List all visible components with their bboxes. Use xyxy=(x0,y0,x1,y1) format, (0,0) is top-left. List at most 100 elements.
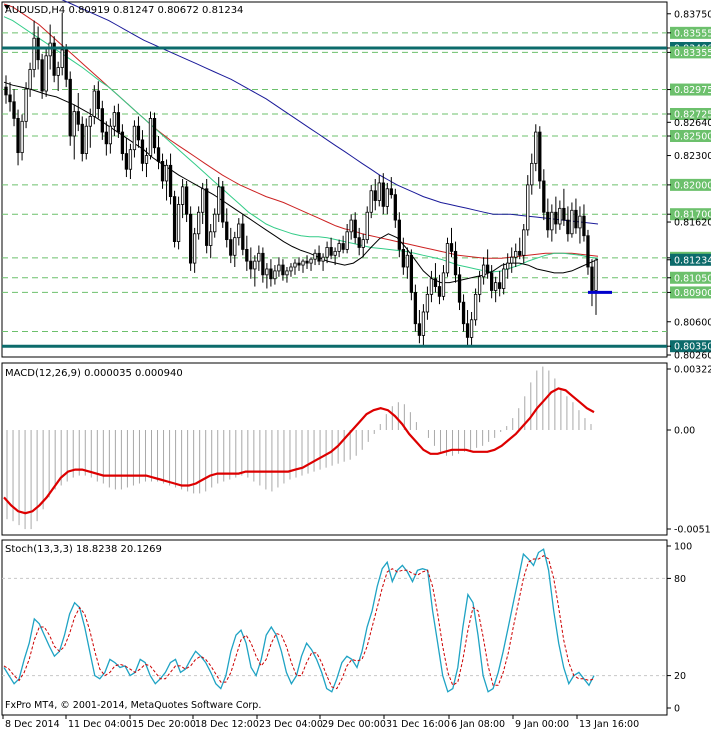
candle-body xyxy=(160,161,165,182)
candle-body xyxy=(317,252,321,262)
candle xyxy=(441,265,446,301)
candle xyxy=(152,112,157,154)
candle-body xyxy=(530,162,534,186)
ma-blue-line xyxy=(61,0,599,225)
candle-body xyxy=(590,266,594,291)
price-axis[interactable]: 0.837500.835550.834000.833550.829750.827… xyxy=(667,9,711,362)
macd-tick-label: -0.005146 xyxy=(674,525,711,536)
candle xyxy=(389,177,393,199)
candle xyxy=(538,126,542,189)
candle-body xyxy=(221,186,225,223)
candle-body xyxy=(20,120,24,154)
candle xyxy=(321,253,325,271)
candle xyxy=(570,202,574,238)
candle-body xyxy=(506,262,510,270)
time-tick-label: 8 Dec 2014 xyxy=(5,719,60,730)
price-level-box xyxy=(670,129,711,142)
candle xyxy=(289,263,293,277)
candle-body xyxy=(469,319,474,338)
candle-body xyxy=(369,190,373,213)
candle-body xyxy=(261,252,265,276)
candle-body xyxy=(514,250,518,258)
candle xyxy=(213,208,217,238)
candle xyxy=(8,82,12,112)
candle xyxy=(313,249,317,266)
candle xyxy=(365,206,369,244)
candle-body xyxy=(16,117,20,154)
candle xyxy=(92,85,96,125)
candle-body xyxy=(120,131,125,154)
candle xyxy=(120,124,125,161)
candle-body xyxy=(518,250,522,256)
price-highlight-box xyxy=(670,253,711,266)
candlesticks xyxy=(4,12,598,348)
candle xyxy=(20,114,24,161)
candle-body xyxy=(522,229,526,256)
candle xyxy=(160,153,165,189)
candle-body xyxy=(172,196,177,242)
stochastic-lines xyxy=(2,548,667,693)
candle xyxy=(197,206,201,240)
candle xyxy=(498,270,502,297)
candle-body xyxy=(449,243,454,252)
macd-panel[interactable]: MACD(12,26,9) 0.000035 0.000940 xyxy=(1,362,668,536)
horizontal-levels[interactable] xyxy=(2,46,667,348)
candle xyxy=(265,263,269,289)
time-tick-label: 13 Jan 16:00 xyxy=(579,719,639,730)
candle-body xyxy=(365,211,369,241)
time-axis[interactable]: 8 Dec 2014 11 Dec 04:00 15 Dec 20:00 18 Dec… xyxy=(2,715,639,730)
candle xyxy=(481,257,486,285)
candle-body xyxy=(301,260,305,266)
candle xyxy=(128,143,133,180)
candle xyxy=(405,247,410,279)
candle xyxy=(530,153,534,195)
candle-body xyxy=(72,111,76,137)
time-tick-label: 31 Dec 16:00 xyxy=(386,719,450,730)
candle xyxy=(285,267,289,283)
candle xyxy=(586,229,590,275)
candle xyxy=(297,257,301,271)
stoch-main-line xyxy=(3,548,595,693)
candle xyxy=(449,227,454,258)
price-tick-label: 0.80350 xyxy=(674,342,711,353)
candle xyxy=(550,204,554,242)
candle-body xyxy=(152,117,157,149)
price-tick-label: 0.83555 xyxy=(674,28,711,39)
candle xyxy=(64,44,68,88)
candle-body xyxy=(586,235,590,268)
candle-body xyxy=(582,215,586,237)
macd-axis: 0.003228 0.00 -0.005146 xyxy=(667,365,711,536)
stoch-tick-label: 0 xyxy=(674,704,680,715)
candle-body xyxy=(8,94,12,103)
candle xyxy=(485,249,490,279)
candle-body xyxy=(353,219,357,239)
candle xyxy=(140,130,145,172)
candle-body xyxy=(144,155,149,164)
stochastic-panel[interactable]: Stoch(13,3,3) 18.8238 20.1269 FxPro MT4,… xyxy=(1,539,668,716)
time-tick-label: 11 Dec 04:00 xyxy=(68,719,132,730)
candle-body xyxy=(313,252,317,260)
candle xyxy=(24,82,28,129)
candle xyxy=(144,147,149,178)
candle-body xyxy=(534,131,538,164)
stoch-signal-line xyxy=(3,555,595,690)
candle xyxy=(112,105,117,136)
candle xyxy=(52,36,56,83)
candle xyxy=(325,241,329,264)
candle xyxy=(108,118,113,154)
candle-body xyxy=(578,215,582,229)
candle-body xyxy=(201,188,205,213)
collapse-arrow-icon[interactable] xyxy=(4,5,10,10)
price-level-box xyxy=(670,271,711,284)
candle xyxy=(44,47,48,97)
candle xyxy=(116,103,121,138)
candle-body xyxy=(405,254,410,268)
price-panel[interactable]: AUDUSD,H4 0.80919 0.81247 0.80672 0.8123… xyxy=(1,0,668,358)
candle xyxy=(377,175,381,207)
candle-body xyxy=(249,260,253,270)
candle xyxy=(253,255,257,287)
candle-body xyxy=(233,237,237,256)
candle-body xyxy=(192,233,197,264)
candle xyxy=(317,245,321,266)
price-level-box xyxy=(670,178,711,191)
